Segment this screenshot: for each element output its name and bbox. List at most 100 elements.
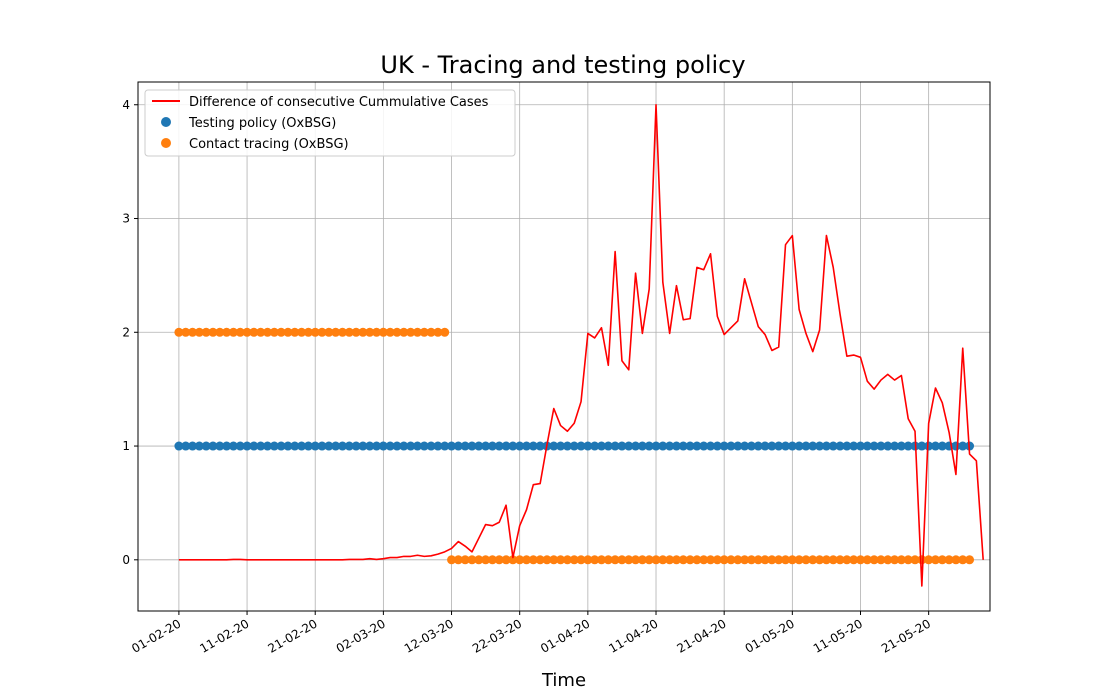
data-point [821,441,831,451]
data-point [344,327,354,337]
x-tick-label: 21-05-20 [879,616,933,655]
data-point [256,441,266,451]
data-point [174,327,184,337]
data-point [385,327,395,337]
data-point [188,327,198,337]
data-point [453,555,463,565]
contact-tracing-series [174,327,450,337]
data-point [760,441,770,451]
data-point [576,555,586,565]
data-point [419,441,429,451]
data-point [924,555,934,565]
x-tick-label: 02-03-20 [334,616,388,655]
data-point [706,555,716,565]
data-point [453,441,463,451]
data-point [351,441,361,451]
data-point [637,555,647,565]
data-point [685,555,695,565]
data-point [740,441,750,451]
data-point [372,441,382,451]
data-point [828,555,838,565]
data-point [501,555,511,565]
data-point [665,555,675,565]
data-point [583,441,593,451]
data-point [263,327,273,337]
data-point [549,555,559,565]
data-point [215,327,225,337]
data-point [706,441,716,451]
x-tick-label: 11-04-20 [606,616,660,655]
data-point [201,327,211,337]
legend-box [144,89,516,157]
data-point [890,555,900,565]
data-point [494,555,504,565]
data-point [556,555,566,565]
data-point [419,327,429,337]
data-point [590,555,600,565]
data-point [283,441,293,451]
data-point [181,441,191,451]
data-point [522,555,532,565]
data-point [522,441,532,451]
data-point [917,441,927,451]
x-tick-label: 11-05-20 [811,616,865,655]
data-point [896,441,906,451]
data-point [937,441,947,451]
data-point [890,441,900,451]
data-point [460,555,470,565]
data-point [344,441,354,451]
data-point [440,327,450,337]
data-point [808,441,818,451]
data-point [487,555,497,565]
x-tick-label: 22-03-20 [470,616,524,655]
legend-entry-cases: Difference of consecutive Cummulative Ca… [189,95,489,110]
data-point [263,441,273,451]
data-point [815,441,825,451]
data-point [855,441,865,451]
data-point [631,555,641,565]
data-point [624,441,634,451]
data-point [603,555,613,565]
data-point [385,441,395,451]
data-point [958,555,968,565]
data-point [815,555,825,565]
data-point [474,441,484,451]
data-point [774,555,784,565]
data-point [746,441,756,451]
data-point [426,441,436,451]
data-point [781,441,791,451]
data-point [440,441,450,451]
data-point [883,441,893,451]
data-point [883,555,893,565]
data-point [849,555,859,565]
data-point [651,555,661,565]
data-point [719,555,729,565]
data-point [228,327,238,337]
data-point [699,441,709,451]
data-point [835,555,845,565]
data-point [753,441,763,451]
data-point [603,441,613,451]
data-point [310,441,320,451]
data-point [351,327,361,337]
x-tick-label: 11-02-20 [197,616,251,655]
data-point [821,555,831,565]
data-point [944,555,954,565]
data-point [678,555,688,565]
data-point [617,555,627,565]
cases-difference-line [178,103,984,587]
data-point [924,441,934,451]
data-point [481,441,491,451]
data-point [644,555,654,565]
data-point [467,555,477,565]
data-point [188,441,198,451]
data-point [665,441,675,451]
data-point [590,441,600,451]
legend-marker-testing [161,117,171,127]
data-point [869,555,879,565]
data-point [242,327,252,337]
data-point [719,441,729,451]
data-point [746,555,756,565]
data-point [610,441,620,451]
data-point [331,327,341,337]
